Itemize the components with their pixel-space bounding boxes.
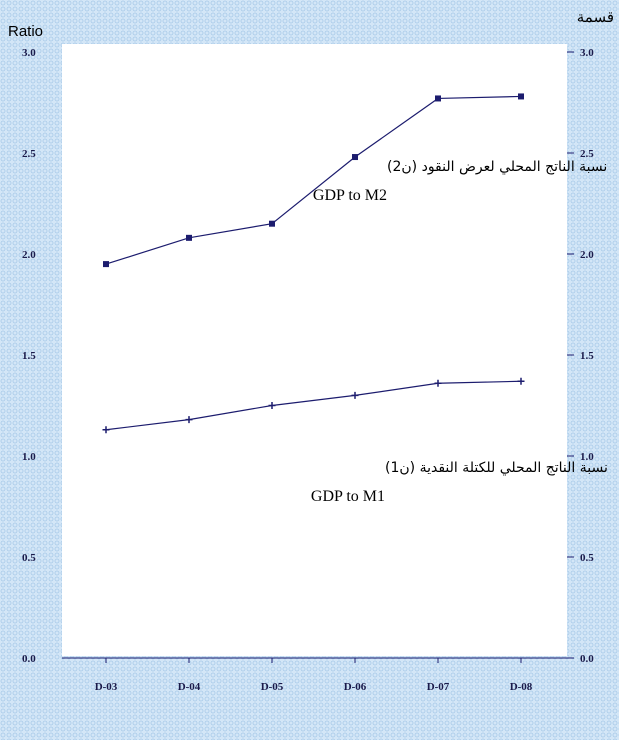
y-tick-right-label: 2.5 xyxy=(580,148,594,160)
y-tick-left-label: 0.5 xyxy=(22,552,36,564)
y-tick-right-label: 0.5 xyxy=(580,552,594,564)
series-point-1 xyxy=(186,234,192,241)
annotation-m2-arabic: نسبة الناتج المحلي لعرض النقود (ن2) xyxy=(387,159,607,175)
x-tick-label: D-08 xyxy=(510,681,533,693)
x-tick-label: D-07 xyxy=(427,681,450,693)
y-tick-right-label: 3.0 xyxy=(580,47,594,59)
y-tick-right-label: 1.0 xyxy=(580,451,594,463)
series-point-2 xyxy=(351,391,359,399)
y-tick-left-label: 1.0 xyxy=(22,451,36,463)
x-tick-label: D-04 xyxy=(178,681,201,693)
series-point-2 xyxy=(268,402,276,409)
y-tick-left-label: 2.0 xyxy=(22,249,36,261)
series-line-1 xyxy=(105,95,522,265)
x-tick-label: D-06 xyxy=(344,681,367,693)
series-point-2 xyxy=(434,379,442,387)
series-point-1 xyxy=(435,95,441,102)
annotation-m2-english: GDP to M2 xyxy=(313,187,387,204)
series-point-2 xyxy=(102,426,110,434)
x-tick-label: D-03 xyxy=(95,681,118,693)
y-tick-right-label: 2.0 xyxy=(580,249,594,261)
series-point-2 xyxy=(517,377,525,385)
y-tick-right-label: 0.0 xyxy=(580,653,594,665)
y-ticks-right: 0.0 0.5 1.0 1.5 2.0 2.5 3.0 xyxy=(567,47,594,665)
annotation-m1-english: GDP to M1 xyxy=(311,488,385,505)
series-group xyxy=(102,93,525,434)
series-line-2 xyxy=(105,380,522,431)
series-point-1 xyxy=(269,220,275,227)
y-tick-left-label: 3.0 xyxy=(22,47,36,59)
series-point-1 xyxy=(352,154,358,161)
y-tick-left-label: 1.5 xyxy=(22,350,36,362)
series-point-2 xyxy=(185,416,193,424)
y-tick-right-label: 1.5 xyxy=(580,350,594,362)
y-axis-title-right: قسمة xyxy=(577,9,614,26)
plot-area xyxy=(62,44,567,656)
series-point-1 xyxy=(103,261,109,268)
x-ticks: D-03 D-04 D-05 D-06 D-07 D-08 xyxy=(95,658,533,693)
y-axis-title-left: Ratio xyxy=(8,23,43,40)
y-ticks-left: 0.0 0.5 1.0 1.5 2.0 2.5 3.0 xyxy=(22,47,36,665)
x-tick-label: D-05 xyxy=(261,681,284,693)
y-tick-left-label: 2.5 xyxy=(22,148,36,160)
y-tick-left-label: 0.0 xyxy=(22,653,36,665)
series-point-1 xyxy=(518,93,524,100)
annotation-m1-arabic: نسبة الناتج المحلي للكتلة النقدية (ن1) xyxy=(385,460,608,476)
